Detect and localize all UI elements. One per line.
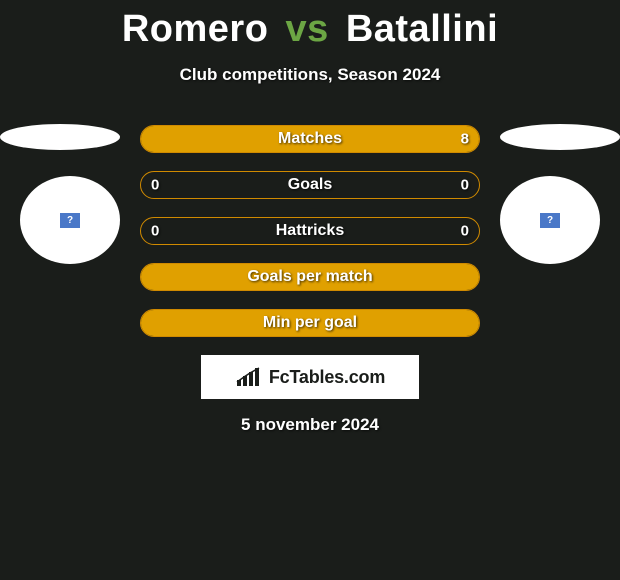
placeholder-glyph: ? bbox=[547, 215, 553, 226]
player2-avatar-placeholder: ? bbox=[500, 176, 600, 264]
vs-label: vs bbox=[285, 8, 328, 50]
stat-row: 0 Hattricks 0 bbox=[140, 217, 480, 245]
subtitle: Club competitions, Season 2024 bbox=[0, 65, 620, 85]
stat-label: Hattricks bbox=[276, 222, 344, 240]
stat-value-left: 0 bbox=[151, 177, 159, 194]
page-title: Romero vs Batallini bbox=[0, 0, 620, 51]
player1-avatar-placeholder: ? bbox=[20, 176, 120, 264]
placeholder-glyph: ? bbox=[67, 215, 73, 226]
stat-row: Min per goal bbox=[140, 309, 480, 337]
player1-name: Romero bbox=[122, 8, 269, 50]
stat-label: Goals bbox=[288, 176, 332, 194]
stat-label: Matches bbox=[278, 130, 342, 148]
stat-row: Goals per match bbox=[140, 263, 480, 291]
brand-badge: FcTables.com bbox=[201, 355, 419, 399]
decor-oval-right bbox=[500, 124, 620, 150]
placeholder-icon: ? bbox=[60, 213, 80, 228]
brand-logo-icon bbox=[235, 366, 263, 388]
brand-text: FcTables.com bbox=[269, 367, 385, 388]
stat-value-right: 0 bbox=[461, 223, 469, 240]
placeholder-icon: ? bbox=[540, 213, 560, 228]
date-label: 5 november 2024 bbox=[0, 415, 620, 435]
comparison-card: Romero vs Batallini Club competitions, S… bbox=[0, 0, 620, 580]
decor-oval-left bbox=[0, 124, 120, 150]
stat-value-left: 0 bbox=[151, 223, 159, 240]
stat-row: 0 Goals 0 bbox=[140, 171, 480, 199]
player2-name: Batallini bbox=[346, 8, 498, 50]
stat-label: Min per goal bbox=[263, 314, 357, 332]
stat-row: Matches 8 bbox=[140, 125, 480, 153]
stat-value-right: 8 bbox=[461, 131, 469, 148]
stat-label: Goals per match bbox=[247, 268, 372, 286]
stats-list: Matches 8 0 Goals 0 0 Hattricks 0 Goals per matc… bbox=[140, 125, 480, 337]
stat-value-right: 0 bbox=[461, 177, 469, 194]
